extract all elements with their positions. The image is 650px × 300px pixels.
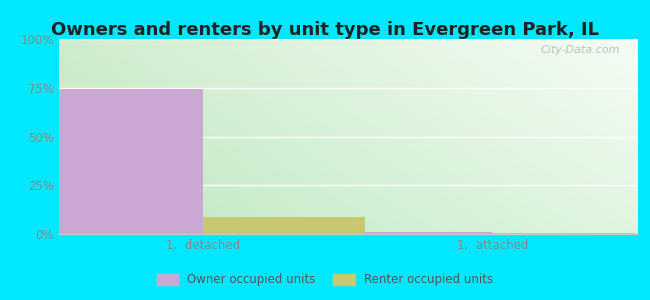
Bar <box>330 232 493 234</box>
Legend: Owner occupied units, Renter occupied units: Owner occupied units, Renter occupied un… <box>152 269 498 291</box>
Bar <box>493 233 650 234</box>
Text: Owners and renters by unit type in Evergreen Park, IL: Owners and renters by unit type in Everg… <box>51 21 599 39</box>
Bar <box>41 89 203 234</box>
Text: City-Data.com: City-Data.com <box>540 45 619 55</box>
Bar <box>203 218 365 234</box>
